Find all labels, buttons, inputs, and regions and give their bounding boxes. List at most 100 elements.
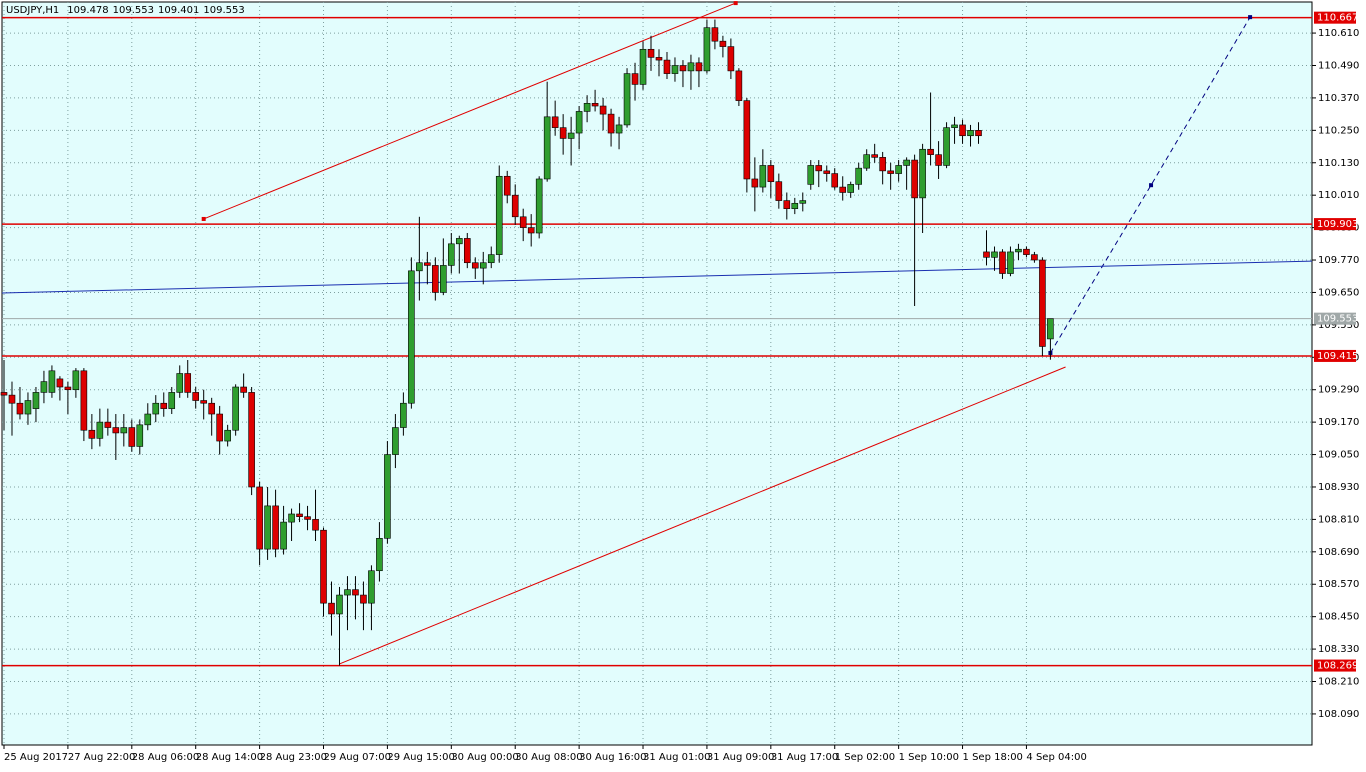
candle-body — [296, 513, 303, 517]
candle-body — [679, 65, 687, 72]
candle-body — [120, 427, 128, 434]
y-tick-label: 110.010 — [1318, 190, 1359, 201]
candle-body — [719, 40, 727, 47]
candle-body — [1023, 248, 1030, 255]
candle-body — [312, 519, 319, 531]
candle-body — [895, 165, 902, 174]
candle-body — [759, 165, 767, 188]
price-label: 109.903 — [1317, 219, 1358, 230]
candle-body — [72, 370, 80, 391]
candle-body — [607, 113, 615, 134]
trend-line — [1049, 16, 1251, 354]
candle-body — [743, 100, 751, 180]
plot-area — [1, 1, 1313, 746]
candle-body — [360, 594, 367, 604]
candle-body — [176, 373, 184, 393]
candle-body — [456, 238, 463, 245]
candle-body — [1031, 254, 1038, 261]
x-tick-label: 30 Aug 16:00 — [579, 752, 646, 763]
candle-body — [328, 602, 335, 615]
x-tick-label: 28 Aug 23:00 — [260, 752, 327, 763]
candle-body — [136, 424, 144, 447]
candle-body — [711, 27, 719, 42]
candle-body — [248, 392, 255, 488]
candle-body — [927, 148, 934, 155]
price-label-box — [1314, 11, 1356, 24]
candle-body — [551, 116, 559, 128]
y-tick-label: 110.250 — [1318, 125, 1359, 136]
candle-body — [567, 132, 575, 139]
candle-body — [687, 62, 695, 72]
y-tick-label: 110.130 — [1318, 158, 1359, 169]
candle-body — [304, 516, 311, 520]
candle-body — [487, 254, 495, 264]
candle-body — [807, 165, 815, 185]
trend-line — [203, 2, 736, 220]
candle-body — [647, 48, 655, 58]
candle-body — [24, 400, 32, 415]
candle-body — [184, 373, 192, 393]
candle-body — [863, 154, 870, 169]
candle-body — [791, 202, 799, 209]
candle-body — [208, 402, 215, 415]
candle-body — [879, 157, 886, 172]
x-tick-label: 29 Aug 15:00 — [387, 752, 454, 763]
price-label: 109.553 — [1317, 314, 1358, 325]
y-tick-label: 108.810 — [1318, 514, 1359, 525]
x-tick-label: 28 Aug 14:00 — [196, 752, 263, 763]
candle-body — [527, 227, 535, 234]
candle-body — [1047, 318, 1054, 340]
candle-body — [1039, 259, 1046, 347]
x-tick-label: 1 Sep 02:00 — [835, 752, 895, 763]
trend-anchor — [1149, 183, 1154, 188]
candle-body — [48, 370, 56, 393]
candle-body — [448, 243, 455, 266]
x-tick-label: 27 Aug 22:00 — [68, 752, 135, 763]
y-tick-label: 109.050 — [1318, 450, 1359, 461]
candle-body — [64, 386, 72, 391]
candle-body — [152, 402, 160, 415]
candle-body — [1015, 248, 1022, 253]
x-tick-label: 31 Aug 17:00 — [771, 752, 838, 763]
trend-anchor — [201, 216, 206, 221]
chart-title: USDJPY,H1 — [6, 5, 59, 16]
candle-body — [408, 270, 415, 404]
y-tick-label: 110.370 — [1318, 93, 1359, 104]
candle-body — [471, 262, 479, 269]
candle-body — [96, 421, 104, 439]
candle-body — [440, 265, 447, 293]
y-tick-label: 109.650 — [1318, 287, 1359, 298]
candle-body — [1007, 251, 1014, 274]
candle-body — [216, 413, 223, 442]
x-tick-label: 1 Sep 18:00 — [963, 752, 1023, 763]
candle-body — [887, 170, 894, 174]
candle-body — [416, 262, 423, 272]
candle-body — [959, 124, 966, 137]
candle-body — [839, 186, 847, 193]
header-value: 109.553 — [203, 5, 244, 16]
candle-body — [392, 427, 399, 455]
candle-body — [623, 73, 631, 126]
x-tick-label: 31 Aug 09:00 — [707, 752, 774, 763]
candle-body — [975, 130, 982, 137]
candle-body — [871, 154, 878, 158]
price-label: 108.269 — [1317, 661, 1358, 672]
candle-body — [368, 570, 375, 604]
candle-body — [104, 421, 112, 428]
candle-body — [599, 105, 607, 115]
candle-body — [703, 27, 711, 72]
x-tick-label: 4 Sep 04:00 — [1026, 752, 1086, 763]
trend-anchor — [1248, 15, 1253, 20]
trend-line — [1, 260, 1313, 294]
candle-body — [967, 130, 974, 137]
candle-body — [583, 103, 591, 112]
candle-body — [663, 59, 671, 74]
candle-body — [200, 400, 207, 404]
y-tick-label: 109.290 — [1318, 385, 1359, 396]
x-tick-label: 28 Aug 06:00 — [132, 752, 199, 763]
y-tick-label: 108.090 — [1318, 709, 1359, 720]
candle-body — [903, 159, 910, 166]
candle-body — [831, 173, 839, 188]
candle-body — [559, 127, 567, 139]
